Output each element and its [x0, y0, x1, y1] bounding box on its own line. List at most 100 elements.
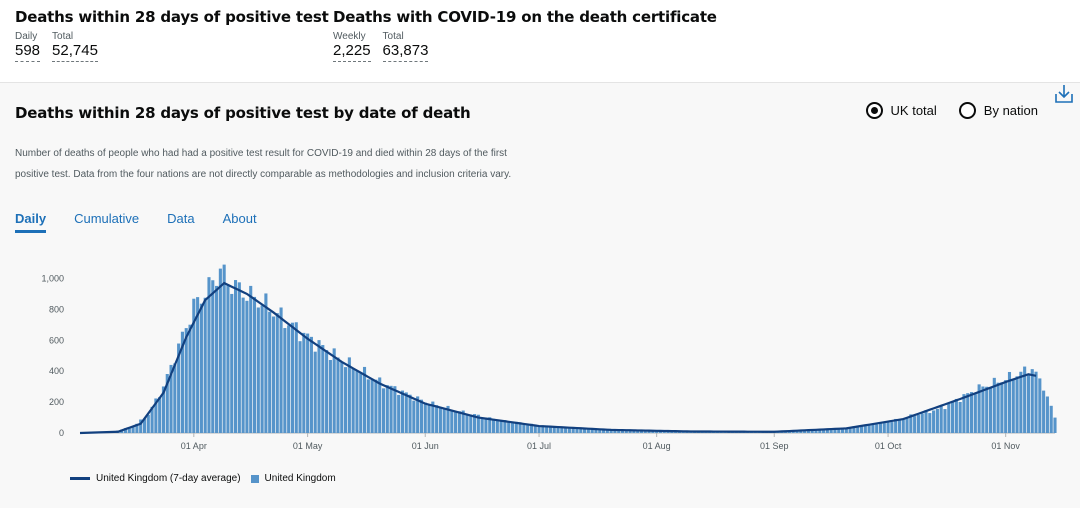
daily-bar[interactable] [882, 422, 886, 433]
daily-bar[interactable] [973, 394, 977, 433]
daily-bar[interactable] [564, 427, 568, 433]
daily-bar[interactable] [985, 386, 989, 433]
daily-bar[interactable] [264, 293, 268, 433]
daily-bar[interactable] [867, 424, 871, 433]
daily-bar[interactable] [848, 427, 852, 433]
tab-cumulative[interactable]: Cumulative [74, 211, 140, 226]
daily-bar[interactable] [962, 394, 966, 433]
daily-bar[interactable] [988, 387, 993, 433]
daily-bar[interactable] [260, 305, 264, 433]
daily-bar[interactable] [799, 430, 803, 433]
daily-bar[interactable] [556, 426, 560, 433]
daily-bar[interactable] [154, 398, 158, 433]
daily-bar[interactable] [499, 420, 503, 433]
daily-bar[interactable] [552, 426, 556, 433]
daily-bar[interactable] [484, 417, 488, 433]
daily-bar[interactable] [412, 400, 416, 433]
daily-bar[interactable] [173, 363, 177, 433]
daily-bar[interactable] [192, 298, 196, 433]
daily-bar[interactable] [199, 303, 203, 433]
daily-bar[interactable] [309, 336, 313, 433]
daily-bar[interactable] [647, 430, 651, 433]
daily-bar[interactable] [469, 414, 473, 433]
daily-bar[interactable] [628, 430, 632, 433]
daily-bar[interactable] [856, 425, 860, 433]
daily-bar[interactable] [939, 406, 943, 433]
daily-bar[interactable] [841, 427, 845, 433]
daily-bar[interactable] [533, 424, 537, 433]
daily-bar[interactable] [454, 411, 458, 433]
daily-bar[interactable] [268, 311, 272, 433]
daily-bar[interactable] [935, 408, 939, 433]
daily-bar[interactable] [996, 382, 1000, 433]
daily-bar[interactable] [416, 396, 420, 433]
tab-about[interactable]: About [222, 211, 257, 226]
daily-bar[interactable] [344, 367, 348, 433]
daily-bar[interactable] [245, 300, 249, 433]
daily-bar[interactable] [442, 408, 446, 433]
download-icon[interactable] [1054, 83, 1074, 105]
daily-bar[interactable] [294, 322, 298, 433]
daily-bar[interactable] [954, 398, 958, 433]
daily-bar[interactable] [977, 384, 981, 433]
daily-bar[interactable] [548, 426, 552, 433]
daily-bar[interactable] [450, 410, 454, 433]
daily-bar[interactable] [177, 343, 181, 433]
daily-bar[interactable] [351, 368, 355, 433]
daily-bar[interactable] [427, 405, 431, 433]
daily-bar[interactable] [951, 401, 955, 433]
daily-bar[interactable] [158, 397, 162, 433]
tab-daily[interactable]: Daily [15, 211, 47, 233]
daily-bar[interactable] [833, 429, 837, 433]
radio-checked-icon[interactable] [865, 102, 883, 119]
daily-bar[interactable] [404, 392, 408, 433]
daily-bar[interactable] [211, 280, 215, 433]
daily-bar[interactable] [275, 313, 279, 433]
daily-bar[interactable] [1007, 371, 1012, 433]
daily-bar[interactable] [188, 324, 192, 433]
daily-bar[interactable] [419, 399, 423, 433]
daily-bar[interactable] [180, 331, 184, 433]
daily-bar[interactable] [909, 414, 913, 433]
tab-data[interactable]: Data [167, 211, 195, 226]
daily-bar[interactable] [503, 420, 507, 433]
daily-bar[interactable] [256, 307, 260, 433]
daily-bar[interactable] [639, 430, 644, 433]
daily-bar[interactable] [651, 431, 655, 433]
daily-bar[interactable] [662, 431, 666, 433]
daily-bar[interactable] [408, 394, 412, 433]
daily-bar[interactable] [913, 416, 917, 433]
daily-bar[interactable] [480, 417, 484, 433]
daily-bar[interactable] [438, 407, 442, 433]
daily-bar[interactable] [355, 370, 359, 433]
daily-bar[interactable] [184, 328, 188, 433]
daily-bar[interactable] [507, 421, 511, 433]
daily-bar[interactable] [290, 322, 294, 433]
daily-bar[interactable] [230, 293, 234, 433]
daily-bar[interactable] [226, 284, 230, 433]
daily-bar[interactable] [397, 394, 401, 433]
daily-bar[interactable] [366, 379, 370, 433]
daily-bar[interactable] [328, 360, 332, 433]
daily-bar[interactable] [620, 430, 625, 433]
daily-bar[interactable] [196, 297, 200, 433]
daily-bar[interactable] [123, 428, 128, 433]
daily-bar[interactable] [340, 362, 344, 433]
daily-bar[interactable] [894, 418, 898, 433]
daily-bar[interactable] [598, 429, 602, 433]
daily-bar[interactable] [928, 413, 932, 433]
daily-bar[interactable] [457, 411, 461, 433]
daily-bar[interactable] [579, 428, 583, 434]
daily-bar[interactable] [924, 410, 928, 433]
daily-bar[interactable] [381, 388, 386, 433]
daily-bar[interactable] [317, 340, 321, 433]
daily-bar[interactable] [875, 424, 879, 433]
metric-value[interactable]: 2,225 [333, 42, 371, 62]
daily-bar[interactable] [1011, 378, 1015, 433]
daily-bar[interactable] [1042, 390, 1046, 433]
daily-bar[interactable] [787, 431, 791, 433]
daily-bar[interactable] [594, 429, 598, 433]
daily-bar[interactable] [374, 379, 378, 433]
daily-bar[interactable] [252, 296, 257, 433]
daily-bar[interactable] [575, 428, 579, 433]
